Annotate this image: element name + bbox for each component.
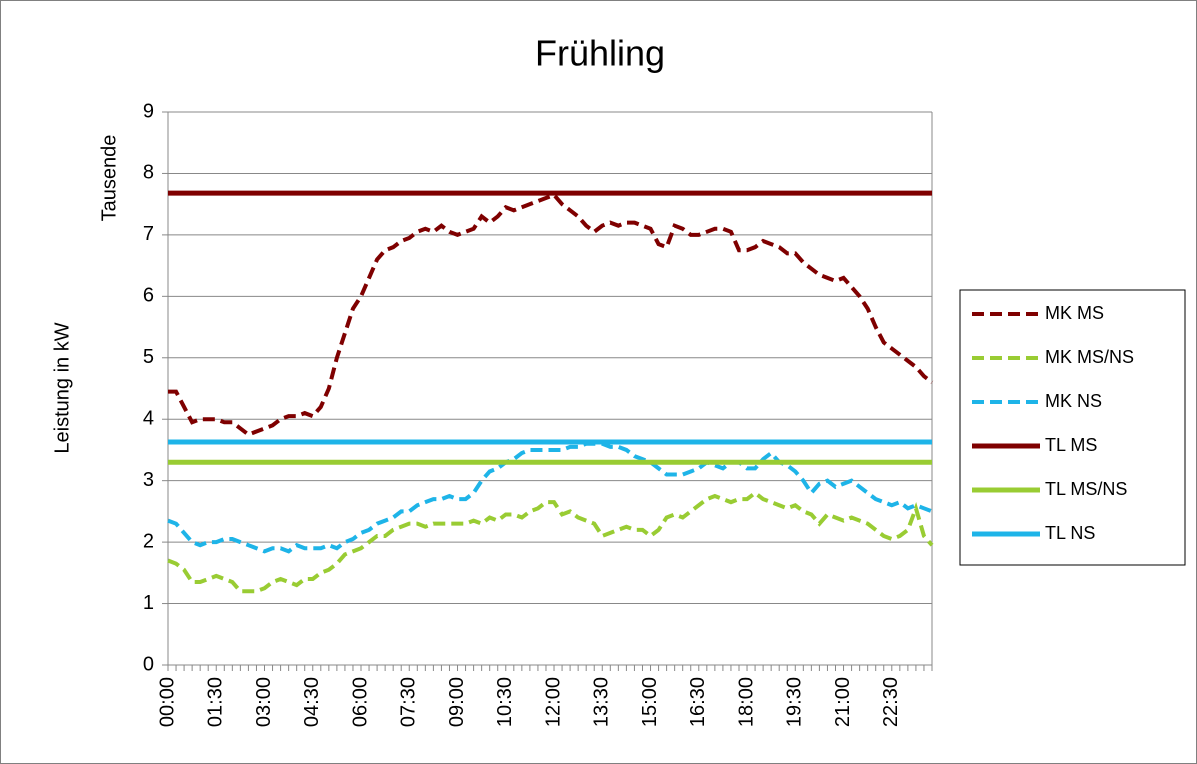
legend-label: MK MS xyxy=(1045,303,1104,323)
x-tick-label: 04:30 xyxy=(301,677,323,727)
x-tick-label: 18:00 xyxy=(735,677,757,727)
x-tick-label: 01:30 xyxy=(205,677,227,727)
chart-title: Frühling xyxy=(535,33,665,74)
x-tick-label: 00:00 xyxy=(156,677,178,727)
y-tick-label: 2 xyxy=(143,530,154,552)
x-tick-label: 09:00 xyxy=(446,677,468,727)
y-unit-label: Tausende xyxy=(98,135,120,222)
y-axis-label: Leistung in kW xyxy=(51,322,73,453)
legend-label: TL MS/NS xyxy=(1045,479,1127,499)
x-tick-label: 15:00 xyxy=(639,677,661,727)
y-tick-label: 1 xyxy=(143,592,154,614)
y-tick-label: 7 xyxy=(143,223,154,245)
x-tick-label: 07:30 xyxy=(398,677,420,727)
series-line xyxy=(168,192,934,437)
y-tick-label: 0 xyxy=(143,653,154,675)
y-tick-label: 9 xyxy=(143,100,154,122)
x-tick-label: 22:30 xyxy=(880,677,902,727)
legend-label: MK MS/NS xyxy=(1045,347,1134,367)
y-tick-label: 5 xyxy=(143,346,154,368)
y-tick-label: 6 xyxy=(143,285,154,307)
x-tick-label: 03:00 xyxy=(253,677,275,727)
x-tick-label: 10:30 xyxy=(494,677,516,727)
x-tick-label: 19:30 xyxy=(784,677,806,727)
legend-label: TL NS xyxy=(1045,523,1095,543)
y-tick-label: 3 xyxy=(143,469,154,491)
legend-label: TL MS xyxy=(1045,435,1097,455)
legend-label: MK NS xyxy=(1045,391,1102,411)
x-tick-label: 12:00 xyxy=(542,677,564,727)
series-line xyxy=(167,490,934,594)
legend-box xyxy=(959,289,1186,566)
x-tick-label: 16:30 xyxy=(687,677,709,727)
y-tick-label: 8 xyxy=(143,162,154,184)
x-tick-label: 06:00 xyxy=(349,677,371,727)
x-tick-label: 13:30 xyxy=(591,677,613,727)
series-line xyxy=(167,441,933,554)
y-tick-label: 4 xyxy=(143,408,154,430)
x-tick-label: 21:00 xyxy=(832,677,854,727)
